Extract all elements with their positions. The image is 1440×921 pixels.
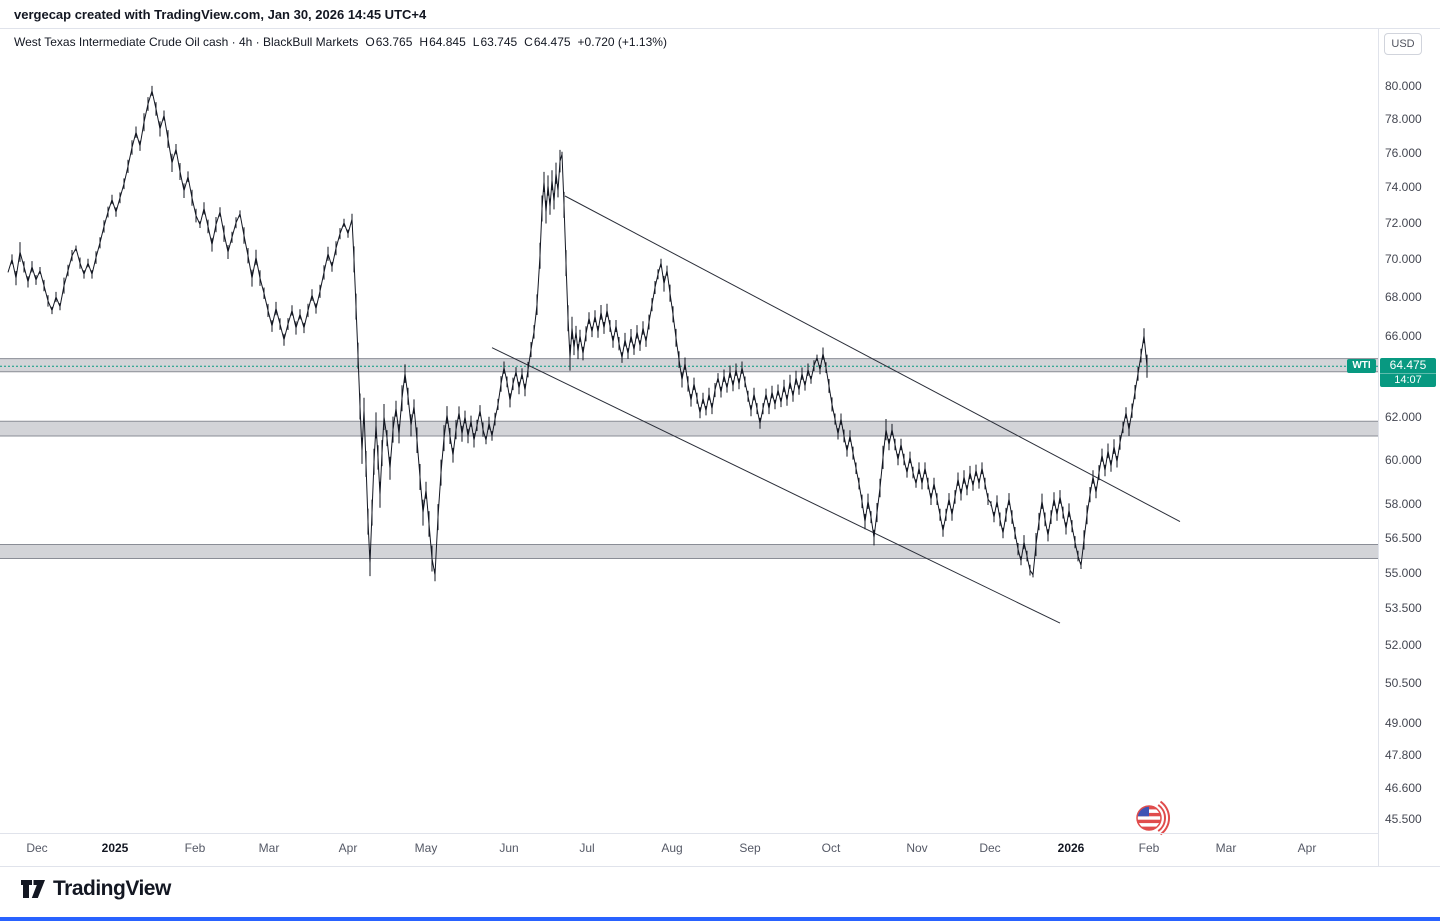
trendline[interactable] [564, 195, 1181, 523]
last-price-badge: 64.475 14:07 [1380, 358, 1436, 387]
price-axis-label: 58.000 [1385, 497, 1422, 511]
time-axis-label: Nov [906, 841, 928, 855]
price-axis-label: 70.000 [1385, 252, 1422, 266]
time-axis-label: Mar [1215, 841, 1237, 855]
price-axis-label: 50.500 [1385, 676, 1422, 690]
time-axis-label: Dec [26, 841, 48, 855]
price-chart-pane[interactable] [0, 0, 1378, 866]
price-axis-label: 47.800 [1385, 748, 1422, 762]
time-axis-label: Aug [661, 841, 683, 855]
price-axis-label: 78.000 [1385, 112, 1422, 126]
time-axis-label: Sep [739, 841, 761, 855]
trendline[interactable] [491, 347, 1061, 624]
price-axis-label: 74.000 [1385, 180, 1422, 194]
price-axis-label: 49.000 [1385, 716, 1422, 730]
price-axis-label: 68.000 [1385, 290, 1422, 304]
bottom-blue-bar [0, 917, 1440, 921]
support-resistance-zone[interactable] [0, 421, 1378, 436]
price-axis-label: 60.000 [1385, 453, 1422, 467]
price-axis-label: 62.000 [1385, 410, 1422, 424]
ohlc-high: H64.845 [419, 35, 466, 49]
time-axis-label: Dec [979, 841, 1001, 855]
support-resistance-zone[interactable] [0, 544, 1378, 559]
time-axis-label: Apr [1297, 841, 1317, 855]
time-axis-label: Feb [184, 841, 206, 855]
bar-countdown: 14:07 [1380, 373, 1436, 387]
symbol-title[interactable]: West Texas Intermediate Crude Oil cash ·… [14, 35, 359, 49]
time-axis-label: Oct [821, 841, 841, 855]
price-series-bars [11, 85, 1148, 582]
price-axis-label: 52.000 [1385, 638, 1422, 652]
price-axis-label: 80.000 [1385, 79, 1422, 93]
support-resistance-zone[interactable] [0, 358, 1378, 372]
ohlc-close: C64.475 [524, 35, 571, 49]
price-axis-label: 46.600 [1385, 781, 1422, 795]
price-series [7, 88, 1148, 577]
ohlc-open: O63.765 [365, 35, 413, 49]
price-axis-label: 56.500 [1385, 531, 1422, 545]
symbol-legend[interactable]: West Texas Intermediate Crude Oil cash ·… [14, 35, 667, 49]
time-axis-label: Jul [579, 841, 595, 855]
axis-vertical-separator [1378, 29, 1379, 866]
time-axis-label: Apr [338, 841, 358, 855]
price-axis[interactable]: USD 80.000 78.000 76.000 74.000 72.000 70.000… [1379, 0, 1440, 866]
tradingview-logo-text: TradingView [53, 877, 171, 900]
price-change: +0.720 (+1.13%) [577, 35, 667, 49]
price-axis-label: 53.500 [1385, 601, 1422, 615]
price-axis-label: 45.500 [1385, 812, 1422, 826]
tradingview-logo-mark [21, 880, 45, 898]
us-flag-economic-event-icon[interactable] [1134, 800, 1180, 841]
time-axis-label: May [414, 841, 438, 855]
time-axis-label: 2026 [1057, 841, 1085, 855]
symbol-price-flag: WTI [1347, 359, 1376, 373]
price-axis-label: 66.000 [1385, 329, 1422, 343]
price-axis-label: 72.000 [1385, 216, 1422, 230]
last-price-value: 64.475 [1389, 358, 1427, 372]
time-axis-label: Jun [499, 841, 519, 855]
attribution-text: vergecap created with TradingView.com, J… [0, 0, 1440, 29]
currency-usd-button[interactable]: USD [1384, 33, 1422, 55]
time-axis[interactable]: Dec 2025 Feb Mar Apr May Jun Jul Aug Sep Oct Nov Dec… [0, 833, 1378, 866]
time-axis-label: Mar [258, 841, 280, 855]
tradingview-logo[interactable]: TradingView [20, 877, 171, 901]
ohlc-low: L63.745 [472, 35, 518, 49]
time-axis-label: Feb [1138, 841, 1160, 855]
price-axis-label: 55.000 [1385, 566, 1422, 580]
footer-bar: TradingView [0, 867, 1440, 917]
price-axis-label: 76.000 [1385, 146, 1422, 160]
time-axis-label: 2025 [101, 841, 129, 855]
footer-separator [0, 866, 1440, 867]
